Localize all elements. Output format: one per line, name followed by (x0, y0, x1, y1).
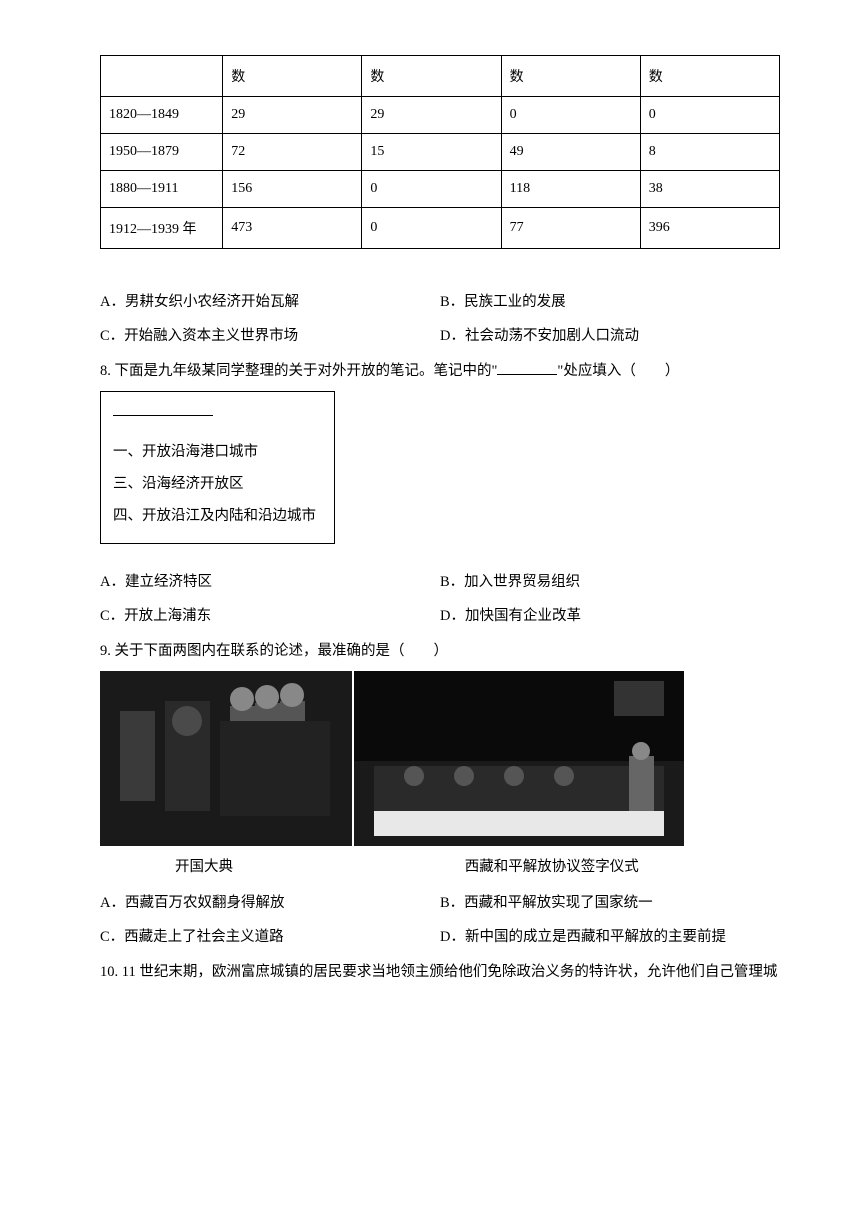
option-d: D．新中国的成立是西藏和平解放的主要前提 (440, 924, 780, 950)
cell: 118 (501, 171, 640, 208)
table-row: 1820—1849 29 29 0 0 (101, 97, 780, 134)
option-b: B．西藏和平解放实现了国家统一 (440, 890, 780, 916)
table-header-row: 数 数 数 数 (101, 56, 780, 97)
table-row: 1950—1879 72 15 49 8 (101, 134, 780, 171)
header-cell (101, 56, 223, 97)
image-tibet-agreement (354, 671, 684, 846)
note-line: 三、沿海经济开放区 (113, 469, 322, 501)
option-b: B．加入世界贸易组织 (440, 569, 780, 595)
option-b: B．民族工业的发展 (440, 289, 780, 315)
q8-options-row-1: A．建立经济特区 B．加入世界贸易组织 (100, 569, 780, 595)
q8-options-row-2: C．开放上海浦东 D．加快国有企业改革 (100, 603, 780, 629)
option-a: A．建立经济特区 (100, 569, 440, 595)
header-cell: 数 (223, 56, 362, 97)
q7-options-row-1: A．男耕女织小农经济开始瓦解 B．民族工业的发展 (100, 289, 780, 315)
cell: 49 (501, 134, 640, 171)
q9-images (100, 671, 780, 846)
q9-captions: 开国大典 西藏和平解放协议签字仪式 (100, 854, 780, 880)
note-line: 一、开放沿海港口城市 (113, 437, 322, 469)
q8-text: 8. 下面是九年级某同学整理的关于对外开放的笔记。笔记中的" "处应填入（ ） (100, 357, 780, 386)
option-c: C．开始融入资本主义世界市场 (100, 323, 440, 349)
note-line: 四、开放沿江及内陆和沿边城市 (113, 501, 322, 533)
data-table: 数 数 数 数 1820—1849 29 29 0 0 1950—1879 72… (100, 55, 780, 249)
cell: 0 (501, 97, 640, 134)
q8-text-prefix: 8. 下面是九年级某同学整理的关于对外开放的笔记。笔记中的" (100, 363, 497, 379)
option-a: A．西藏百万农奴翻身得解放 (100, 890, 440, 916)
note-box: 一、开放沿海港口城市 三、沿海经济开放区 四、开放沿江及内陆和沿边城市 (100, 391, 335, 544)
option-c: C．西藏走上了社会主义道路 (100, 924, 440, 950)
image-founding-ceremony (100, 671, 352, 846)
cell: 0 (640, 97, 779, 134)
q8-text-suffix: "处应填入（ ） (557, 363, 679, 379)
cell: 15 (362, 134, 501, 171)
blank-underline (497, 361, 557, 375)
q9-options-row-1: A．西藏百万农奴翻身得解放 B．西藏和平解放实现了国家统一 (100, 890, 780, 916)
table-row: 1912—1939 年 473 0 77 396 (101, 208, 780, 249)
cell: 8 (640, 134, 779, 171)
q9-text: 9. 关于下面两图内在联系的论述，最准确的是（ ） (100, 637, 780, 666)
cell: 1950—1879 (101, 134, 223, 171)
caption-right: 西藏和平解放协议签字仪式 (413, 854, 780, 880)
cell: 77 (501, 208, 640, 249)
cell: 0 (362, 171, 501, 208)
q9-options-row-2: C．西藏走上了社会主义道路 D．新中国的成立是西藏和平解放的主要前提 (100, 924, 780, 950)
header-cell: 数 (640, 56, 779, 97)
caption-left: 开国大典 (100, 854, 413, 880)
cell: 156 (223, 171, 362, 208)
table-row: 1880—1911 156 0 118 38 (101, 171, 780, 208)
option-d: D．加快国有企业改革 (440, 603, 780, 629)
header-cell: 数 (362, 56, 501, 97)
note-blank-line (113, 402, 213, 416)
option-c: C．开放上海浦东 (100, 603, 440, 629)
cell: 38 (640, 171, 779, 208)
option-d: D．社会动荡不安加剧人口流动 (440, 323, 780, 349)
header-cell: 数 (501, 56, 640, 97)
cell: 72 (223, 134, 362, 171)
cell: 473 (223, 208, 362, 249)
cell: 0 (362, 208, 501, 249)
cell: 396 (640, 208, 779, 249)
option-a: A．男耕女织小农经济开始瓦解 (100, 289, 440, 315)
cell: 1880—1911 (101, 171, 223, 208)
q10-text: 10. 11 世纪末期，欧洲富庶城镇的居民要求当地领主颁给他们免除政治义务的特许… (100, 958, 780, 987)
cell: 29 (223, 97, 362, 134)
q7-options-row-2: C．开始融入资本主义世界市场 D．社会动荡不安加剧人口流动 (100, 323, 780, 349)
cell: 1912—1939 年 (101, 208, 223, 249)
cell: 1820—1849 (101, 97, 223, 134)
cell: 29 (362, 97, 501, 134)
